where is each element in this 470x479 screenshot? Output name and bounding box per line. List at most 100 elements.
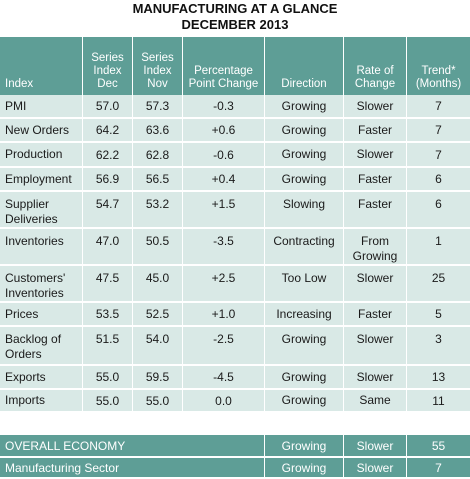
table-row: Supplier Deliveries 54.7 53.2 +1.5 Slowing Fa…: [0, 192, 470, 229]
series-nov-value: 63.6: [133, 119, 183, 141]
series-dec-value: 57.0: [83, 95, 133, 117]
row-index-label: Prices: [0, 303, 83, 325]
series-dec-value: 55.0: [83, 366, 133, 388]
table-header: Index Series Index Dec Series Index Nov …: [0, 37, 470, 95]
pct-change-value: -0.3: [183, 95, 265, 117]
row-index-label: Customers' Inventories: [0, 266, 83, 301]
pct-change-value: +2.5: [183, 266, 265, 301]
summary-label: OVERALL ECONOMY: [0, 435, 265, 456]
series-dec-value: 56.9: [83, 168, 133, 190]
series-dec-value: 55.0: [83, 390, 133, 411]
rate-value: Slower: [344, 143, 407, 166]
trend-value: 5: [435, 307, 442, 321]
series-nov-value: 52.5: [133, 303, 183, 325]
pct-change-value: -4.5: [183, 366, 265, 388]
series-nov-value: 50.5: [133, 229, 183, 264]
pct-change-value: +1.5: [183, 192, 265, 227]
header-rate: Rate of Change: [344, 37, 407, 95]
trend-value: 6: [435, 172, 442, 186]
row-index-label: Exports: [0, 366, 83, 388]
header-index: Index: [0, 37, 83, 95]
manufacturing-table: Index Series Index Dec Series Index Nov …: [0, 37, 470, 479]
row-index-label: Production: [0, 143, 83, 166]
series-dec-value: 62.2: [83, 143, 133, 166]
direction-value: Growing: [265, 143, 344, 166]
summary-trend: 7: [435, 460, 442, 475]
table-row: Backlog of Orders 51.5 54.0 -2.5 Growing Slow…: [0, 327, 470, 366]
table-row: Imports 55.0 55.0 0.0 Growing Same 11: [0, 390, 470, 413]
trend-value: 11: [432, 393, 445, 408]
pct-change-value: +0.4: [183, 168, 265, 190]
direction-value: Growing: [265, 390, 344, 411]
row-index-label: Imports: [0, 390, 83, 411]
table-row: New Orders 64.2 63.6 +0.6 Growing Faster 7: [0, 119, 470, 143]
row-index-label: Backlog of Orders: [0, 327, 83, 364]
title-line-1: MANUFACTURING AT A GLANCE: [132, 1, 338, 16]
direction-value: Growing: [265, 168, 344, 190]
rate-value: Same: [344, 390, 407, 411]
rate-value: Faster: [344, 168, 407, 190]
summary-direction: Growing: [265, 435, 344, 456]
rate-value: Faster: [344, 192, 407, 227]
rate-value: Slower: [344, 266, 407, 301]
row-index-label: Employment: [0, 168, 83, 190]
table-row: Exports 55.0 59.5 -4.5 Growing Slower 13: [0, 366, 470, 390]
header-pct-change: Percentage Point Change: [183, 37, 265, 95]
direction-value: Slowing: [265, 192, 344, 227]
series-nov-value: 56.5: [133, 168, 183, 190]
pct-change-value: -2.5: [183, 327, 265, 364]
trend-value: 1: [435, 234, 442, 248]
direction-value: Growing: [265, 327, 344, 364]
series-nov-value: 59.5: [133, 366, 183, 388]
pct-change-value: +1.0: [183, 303, 265, 325]
rate-value: Slower: [344, 327, 407, 364]
trend-value: 7: [435, 123, 442, 137]
row-index-label: Inventories: [0, 229, 83, 264]
direction-value: Growing: [265, 119, 344, 141]
row-index-label: PMI: [0, 95, 83, 117]
direction-value: Increasing: [265, 303, 344, 325]
row-index-label: Supplier Deliveries: [0, 192, 83, 227]
series-nov-value: 55.0: [133, 390, 183, 411]
trend-value: 25: [431, 271, 446, 285]
pct-change-value: -3.5: [183, 229, 265, 264]
trend-value: 6: [435, 197, 442, 211]
table-row: PMI 57.0 57.3 -0.3 Growing Slower 7: [0, 95, 470, 119]
table-row: Inventories 47.0 50.5 -3.5 Contracting From G…: [0, 229, 470, 266]
series-dec-value: 53.5: [83, 303, 133, 325]
summary-trend: 55: [431, 438, 446, 453]
series-dec-value: 47.5: [83, 266, 133, 301]
pct-change-value: -0.6: [183, 143, 265, 166]
series-dec-value: 51.5: [83, 327, 133, 364]
series-dec-value: 54.7: [83, 192, 133, 227]
table-row: Customers' Inventories 47.5 45.0 +2.5 Too Lo…: [0, 266, 470, 303]
row-index-label: New Orders: [0, 119, 83, 141]
rate-value: From Growing: [344, 229, 407, 264]
summary-label: Manufacturing Sector: [0, 458, 265, 477]
header-series-dec: Series Index Dec: [83, 37, 133, 95]
rate-value: Faster: [344, 303, 407, 325]
direction-value: Growing: [265, 95, 344, 117]
rate-value: Faster: [344, 119, 407, 141]
series-nov-value: 57.3: [133, 95, 183, 117]
series-dec-value: 64.2: [83, 119, 133, 141]
series-nov-value: 53.2: [133, 192, 183, 227]
direction-value: Contracting: [265, 229, 344, 264]
rate-value: Slower: [344, 95, 407, 117]
trend-value: 3: [435, 332, 442, 346]
direction-value: Too Low: [265, 266, 344, 301]
table-row: Prices 53.5 52.5 +1.0 Increasing Faster 5: [0, 303, 470, 327]
rate-value: Slower: [344, 366, 407, 388]
series-nov-value: 45.0: [133, 266, 183, 301]
header-trend: Trend* (Months): [415, 65, 462, 90]
series-nov-value: 54.0: [133, 327, 183, 364]
summary-direction: Growing: [265, 458, 344, 477]
table-row: Production 62.2 62.8 -0.6 Growing Slower 7: [0, 143, 470, 168]
direction-value: Growing: [265, 366, 344, 388]
header-direction: Direction: [265, 37, 344, 95]
pct-change-value: 0.0: [183, 390, 265, 411]
trend-value: 7: [435, 99, 442, 113]
series-nov-value: 62.8: [133, 143, 183, 166]
summary-row: Manufacturing Sector Growing Slower 7: [0, 458, 470, 479]
series-dec-value: 47.0: [83, 229, 133, 264]
